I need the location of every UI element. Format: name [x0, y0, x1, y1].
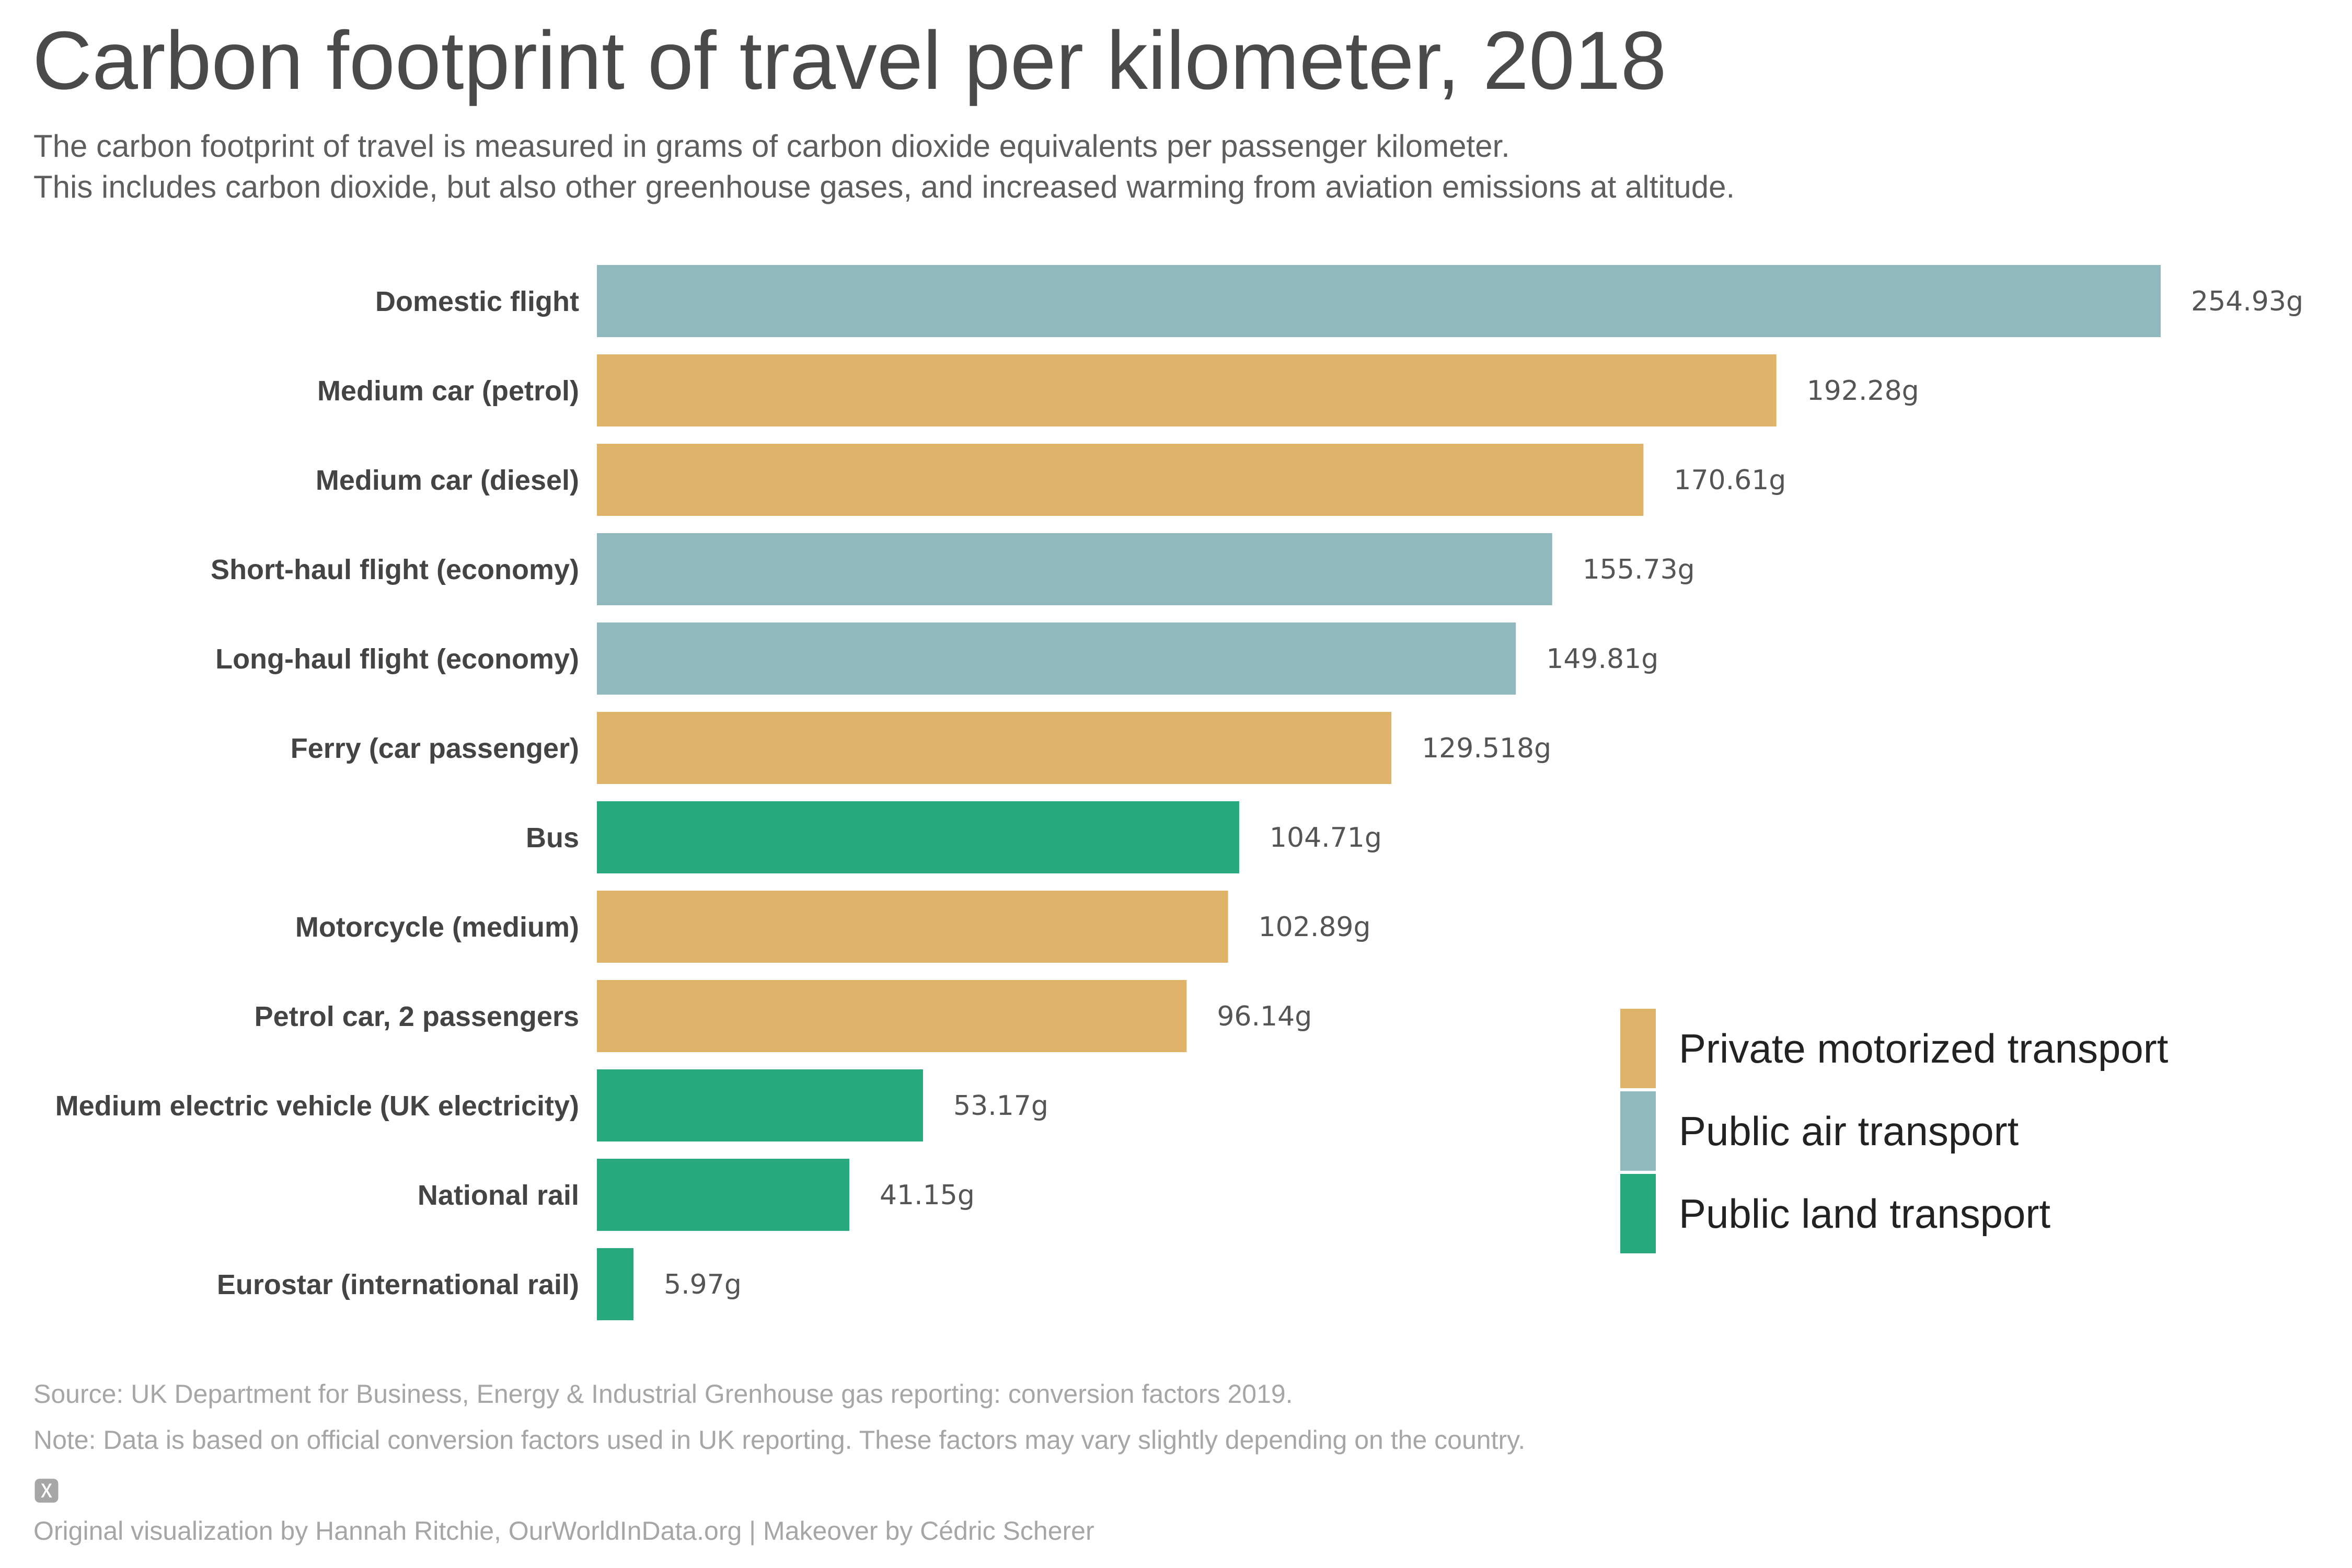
bar-row: Bus 104.71g: [526, 801, 1382, 873]
category-label: Eurostar (international rail): [217, 1269, 579, 1300]
bar-chart: Domestic flight 254.93g Medium car (petrol…: [55, 265, 2303, 1320]
footer-source: Source: UK Department for Business, Ener…: [33, 1379, 1293, 1409]
bar: [597, 1248, 634, 1320]
value-label: 104.71g: [1270, 822, 1382, 854]
legend-entry: Public land transport: [1620, 1174, 2050, 1253]
value-label: 102.89g: [1259, 912, 1371, 943]
bar-row: Medium electric vehicle (UK electricity)…: [55, 1069, 1048, 1142]
legend-entry: Private motorized transport: [1620, 1009, 2169, 1088]
chart-title: Carbon footprint of travel per kilometer…: [32, 15, 1667, 107]
bar: [597, 891, 1228, 963]
footer-glyph: 🆇: [33, 1477, 60, 1506]
bar-row: Short-haul flight (economy) 155.73g: [211, 533, 1695, 605]
legend-label: Public air transport: [1679, 1108, 2019, 1154]
legend: Private motorized transport Public air tr…: [1620, 1009, 2169, 1253]
bar-row: Motorcycle (medium) 102.89g: [295, 891, 1371, 963]
value-label: 129.518g: [1422, 733, 1551, 764]
legend-swatch: [1620, 1174, 1656, 1253]
category-label: Petrol car, 2 passengers: [255, 1001, 579, 1032]
bar: [597, 712, 1392, 784]
category-label: Ferry (car passenger): [291, 733, 579, 764]
category-label: Bus: [526, 822, 579, 854]
category-label: Short-haul flight (economy): [211, 554, 579, 585]
bar-row: Long-haul flight (economy) 149.81g: [215, 622, 1658, 695]
category-label: Medium car (petrol): [317, 375, 579, 407]
bar: [597, 980, 1187, 1052]
bar: [597, 444, 1644, 516]
value-label: 53.17g: [953, 1090, 1048, 1122]
bar-row: Medium car (diesel) 170.61g: [316, 444, 1786, 516]
bar-row: Ferry (car passenger) 129.518g: [291, 712, 1551, 784]
category-label: National rail: [418, 1180, 579, 1211]
value-label: 5.97g: [664, 1269, 742, 1300]
bar-row: Eurostar (international rail) 5.97g: [217, 1248, 742, 1320]
category-label: Medium car (diesel): [316, 465, 579, 496]
bar: [597, 533, 1552, 605]
bar-row: Petrol car, 2 passengers 96.14g: [255, 980, 1312, 1052]
value-label: 155.73g: [1583, 554, 1695, 585]
category-label: Motorcycle (medium): [295, 912, 579, 943]
chart-subtitle-line-2: This includes carbon dioxide, but also o…: [33, 169, 1735, 204]
chart-subtitle-line-1: The carbon footprint of travel is measur…: [33, 129, 1510, 164]
value-label: 96.14g: [1217, 1001, 1312, 1032]
bar: [597, 801, 1239, 873]
category-label: Domestic flight: [375, 286, 579, 317]
value-label: 192.28g: [1807, 375, 1919, 407]
bar: [597, 354, 1777, 426]
footer-credit: Original visualization by Hannah Ritchie…: [33, 1516, 1094, 1546]
legend-label: Private motorized transport: [1679, 1025, 2169, 1071]
value-label: 149.81g: [1546, 643, 1658, 675]
bar-row: Domestic flight 254.93g: [375, 265, 2303, 337]
legend-swatch: [1620, 1091, 1656, 1171]
legend-label: Public land transport: [1679, 1191, 2050, 1237]
value-label: 170.61g: [1674, 465, 1786, 496]
bars-layer: Domestic flight 254.93g Medium car (petrol…: [55, 265, 2303, 1320]
category-label: Long-haul flight (economy): [215, 643, 579, 675]
bar-row: National rail 41.15g: [418, 1159, 975, 1231]
footer-note: Note: Data is based on official conversi…: [33, 1425, 1526, 1455]
legend-entry: Public air transport: [1620, 1091, 2019, 1171]
value-label: 254.93g: [2191, 286, 2303, 317]
bar: [597, 265, 2161, 337]
bar: [597, 1069, 924, 1142]
category-label: Medium electric vehicle (UK electricity): [55, 1090, 579, 1122]
bar: [597, 622, 1516, 695]
value-label: 41.15g: [880, 1180, 975, 1211]
legend-swatch: [1620, 1009, 1656, 1088]
bar-row: Medium car (petrol) 192.28g: [317, 354, 1919, 426]
bar: [597, 1159, 849, 1231]
